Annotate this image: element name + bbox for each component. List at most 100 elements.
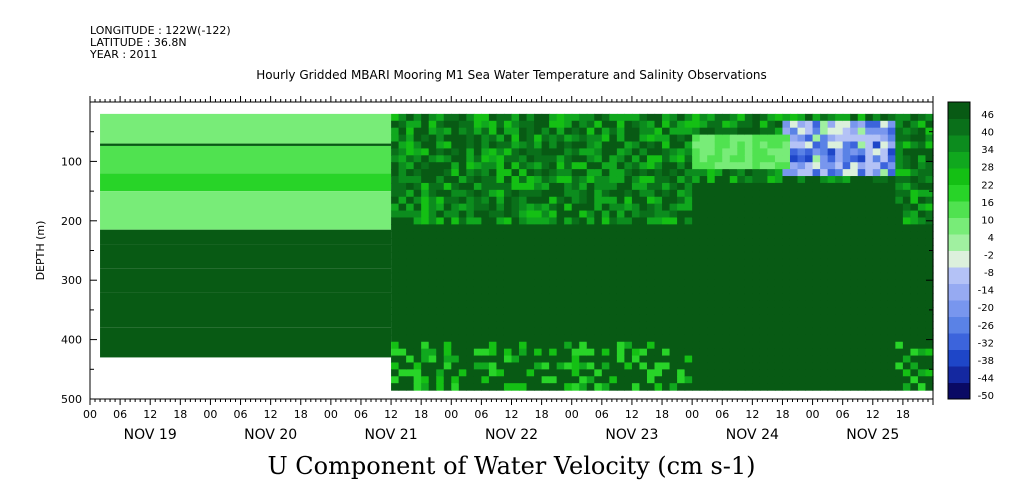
heatmap-cell bbox=[767, 258, 776, 267]
heatmap-cell bbox=[662, 120, 671, 129]
heatmap-cell bbox=[571, 169, 580, 177]
heatmap-cell bbox=[722, 134, 731, 143]
heatmap-cell bbox=[458, 369, 467, 377]
heatmap-cell bbox=[436, 196, 445, 205]
heatmap-cell bbox=[466, 120, 475, 129]
heatmap-cell bbox=[744, 141, 753, 150]
heatmap-cell bbox=[714, 245, 723, 253]
heatmap-cell bbox=[413, 189, 422, 198]
heatmap-cell bbox=[496, 321, 505, 329]
heatmap-cell bbox=[579, 314, 588, 322]
heatmap-cell bbox=[737, 362, 746, 370]
heatmap-cell bbox=[436, 148, 445, 156]
heatmap-cell bbox=[564, 286, 573, 295]
heatmap-cell bbox=[925, 300, 934, 308]
heatmap-cell bbox=[895, 334, 904, 343]
heatmap-cell bbox=[564, 196, 573, 205]
heatmap-cell bbox=[413, 127, 422, 136]
heatmap-cell bbox=[827, 210, 836, 219]
heatmap-cell bbox=[774, 355, 784, 364]
heatmap-cell bbox=[669, 362, 678, 370]
heatmap-cell bbox=[752, 369, 761, 377]
heatmap-cell bbox=[496, 376, 505, 384]
heatmap-cell bbox=[564, 279, 573, 288]
heatmap-cell bbox=[782, 348, 791, 357]
heatmap-cell bbox=[391, 383, 400, 391]
heatmap-cell bbox=[436, 224, 445, 232]
heatmap-cell bbox=[910, 327, 919, 336]
heatmap-cell bbox=[835, 231, 844, 239]
heatmap-cell bbox=[789, 134, 799, 143]
colorbar-label: -32 bbox=[978, 338, 994, 349]
heatmap-cell bbox=[714, 341, 723, 350]
heatmap-cell bbox=[616, 210, 626, 219]
heatmap-cell bbox=[812, 362, 821, 370]
heatmap-cell bbox=[917, 321, 927, 329]
heatmap-cell bbox=[481, 348, 490, 357]
heatmap-cell bbox=[797, 224, 806, 232]
colorbar-label: 22 bbox=[981, 180, 994, 191]
heatmap-cell bbox=[714, 120, 723, 129]
heatmap-cell bbox=[564, 300, 573, 308]
heatmap-cell bbox=[865, 189, 874, 198]
heatmap-cell bbox=[910, 251, 919, 260]
heatmap-cell bbox=[917, 272, 927, 281]
latitude-label: LATITUDE : 36.8N bbox=[90, 36, 187, 49]
heatmap-cell bbox=[406, 272, 415, 281]
heatmap-cell bbox=[526, 300, 535, 308]
heatmap-cell bbox=[503, 376, 513, 384]
heatmap-cell bbox=[880, 162, 889, 170]
heatmap-cell bbox=[496, 176, 505, 184]
heatmap-cell bbox=[526, 196, 535, 205]
heatmap-cell bbox=[443, 369, 452, 377]
heatmap-cell bbox=[767, 148, 776, 156]
heatmap-cell bbox=[451, 148, 460, 156]
heatmap-cell bbox=[413, 113, 422, 122]
heatmap-cell bbox=[534, 182, 543, 191]
heatmap-cell bbox=[639, 348, 648, 357]
heatmap-cell bbox=[842, 217, 851, 225]
heatmap-cell bbox=[398, 113, 407, 122]
heatmap-cell bbox=[767, 245, 776, 253]
heatmap-cell bbox=[805, 217, 814, 225]
heatmap-cell bbox=[556, 231, 565, 239]
heatmap-cell bbox=[503, 272, 513, 281]
heatmap-cell bbox=[774, 127, 784, 136]
heatmap-cell bbox=[391, 307, 400, 315]
heatmap-cell bbox=[729, 334, 738, 343]
heatmap-cell bbox=[421, 376, 430, 384]
heatmap-cell bbox=[624, 162, 633, 170]
heatmap-cell bbox=[744, 369, 753, 377]
heatmap-cell bbox=[752, 383, 761, 391]
heatmap-cell bbox=[458, 155, 467, 163]
heatmap-cell bbox=[880, 155, 889, 163]
heatmap-cell bbox=[639, 238, 648, 246]
heatmap-cell bbox=[880, 376, 889, 384]
heatmap-cell bbox=[759, 196, 769, 205]
heatmap-cell bbox=[850, 169, 859, 177]
heatmap-cell bbox=[902, 314, 912, 322]
heatmap-cell bbox=[759, 369, 769, 377]
heatmap-cell bbox=[902, 321, 912, 329]
colorbar-swatch bbox=[948, 382, 970, 400]
heatmap-cell bbox=[857, 182, 866, 191]
heatmap-cell bbox=[789, 169, 799, 177]
heatmap-cell bbox=[413, 341, 422, 350]
heatmap-cell bbox=[534, 307, 543, 315]
heatmap-cell bbox=[646, 127, 656, 136]
heatmap-cell bbox=[481, 148, 490, 156]
heatmap-cell bbox=[872, 155, 881, 163]
heatmap-cell bbox=[481, 189, 490, 198]
heatmap-cell bbox=[782, 258, 791, 267]
heatmap-cell bbox=[887, 189, 896, 198]
heatmap-cell bbox=[466, 300, 475, 308]
heatmap-cell bbox=[398, 189, 407, 198]
heatmap-cell bbox=[910, 279, 919, 288]
heatmap-cell bbox=[835, 134, 844, 143]
heatmap-cell bbox=[887, 258, 896, 267]
heatmap-cell bbox=[451, 327, 460, 336]
heatmap-cell bbox=[443, 293, 452, 301]
heatmap-cell bbox=[767, 348, 776, 357]
heatmap-cell bbox=[707, 286, 716, 295]
heatmap-cell bbox=[646, 176, 656, 184]
